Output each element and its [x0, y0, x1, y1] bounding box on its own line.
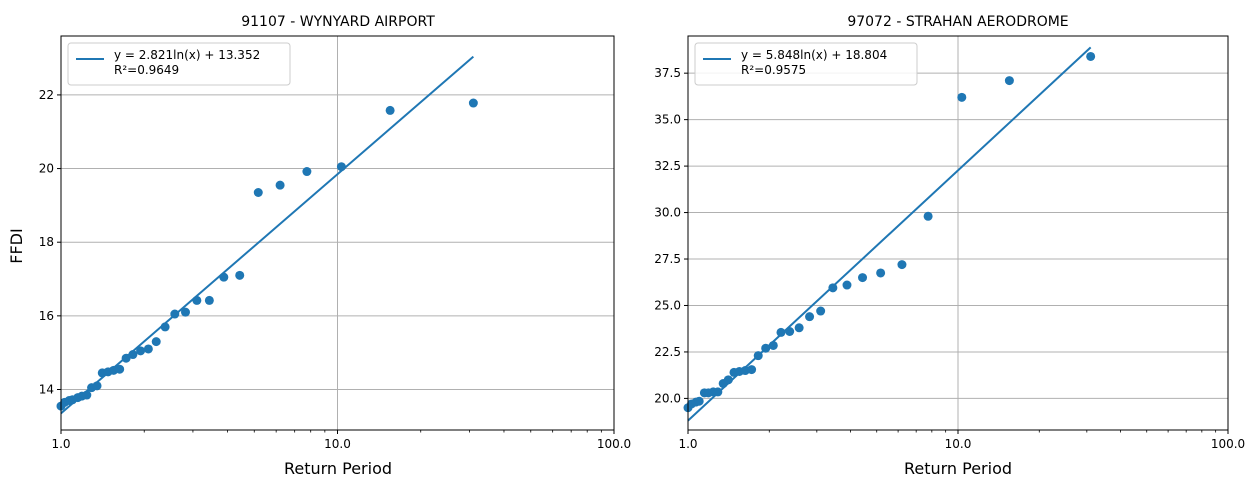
data-point: [160, 322, 170, 332]
x-tick-label: 10.0: [324, 437, 351, 451]
data-point: [468, 98, 478, 108]
plot-frame: [60, 35, 615, 431]
data-point: [957, 92, 967, 102]
data-point: [92, 381, 102, 391]
data-point: [794, 323, 804, 333]
data-point: [192, 295, 202, 305]
data-point: [115, 364, 125, 374]
data-point: [121, 353, 131, 363]
data-point: [219, 272, 229, 282]
y-tick-label: 14: [39, 382, 54, 396]
data-point: [180, 307, 190, 317]
y-tick-label: 32.5: [654, 159, 681, 173]
y-tick-label: 27.5: [654, 252, 681, 266]
data-point: [897, 260, 907, 270]
legend-box: [67, 42, 291, 86]
x-tick-label: 100.0: [1211, 437, 1245, 451]
legend-box: [694, 42, 918, 86]
y-tick-label: 20.0: [654, 391, 681, 405]
data-point: [235, 270, 245, 280]
chart-wynyard-airport: 91107 - WYNYARD AIRPORT Return Period FF…: [7, 14, 631, 477]
y-tick-label: 30.0: [654, 206, 681, 220]
data-point: [1086, 51, 1096, 61]
data-point: [170, 309, 180, 319]
x-tick-label: 10.0: [945, 437, 972, 451]
data-point: [768, 340, 778, 350]
y-tick-label: 16: [39, 309, 54, 323]
legend-r-squared: R²=0.9649: [114, 63, 179, 77]
data-point: [816, 306, 826, 316]
y-tick-label: 25.0: [654, 298, 681, 312]
data-point: [694, 396, 704, 406]
data-point: [761, 343, 771, 353]
data-point: [858, 273, 868, 283]
data-point: [151, 337, 161, 347]
data-point: [753, 351, 763, 361]
chart-strahan-aerodrome: 97072 - STRAHAN AERODROME Return Period …: [654, 14, 1245, 477]
data-point: [302, 167, 312, 177]
y-tick-label: 18: [39, 235, 54, 249]
data-point: [747, 365, 757, 375]
data-point: [828, 283, 838, 293]
y-axis-label: FFDI: [7, 228, 26, 263]
data-point: [776, 327, 786, 337]
data-point: [143, 344, 153, 354]
x-tick-label: 1.0: [678, 437, 697, 451]
data-point: [785, 327, 795, 336]
data-point: [253, 187, 263, 197]
data-point: [805, 312, 815, 322]
y-tick-label: 22.5: [654, 345, 681, 359]
y-tick-label: 35.0: [654, 113, 681, 127]
data-point: [923, 211, 933, 221]
plot-frame: [687, 35, 1229, 431]
x-tick-label: 100.0: [597, 437, 631, 451]
data-point: [82, 390, 92, 400]
data-point: [204, 295, 214, 305]
legend-equation: y = 5.848ln(x) + 18.804: [741, 48, 887, 62]
data-point: [876, 268, 886, 278]
data-point: [336, 162, 346, 172]
data-point: [713, 387, 723, 397]
legend-equation: y = 2.821ln(x) + 13.352: [114, 48, 260, 62]
chart-title: 97072 - STRAHAN AERODROME: [847, 14, 1068, 30]
data-point: [128, 350, 138, 360]
x-tick-label: 1.0: [51, 437, 70, 451]
data-point: [136, 346, 146, 356]
data-point: [385, 105, 395, 115]
data-point: [723, 375, 733, 385]
y-tick-label: 22: [39, 88, 54, 102]
chart-title: 91107 - WYNYARD AIRPORT: [241, 14, 435, 30]
data-point: [842, 280, 852, 290]
legend-r-squared: R²=0.9575: [741, 63, 806, 77]
x-axis-label: Return Period: [284, 459, 392, 477]
data-point: [1004, 76, 1014, 86]
fit-line: [687, 46, 1092, 422]
x-axis-label: Return Period: [904, 459, 1012, 477]
y-tick-label: 37.5: [654, 66, 681, 80]
data-point: [275, 180, 285, 190]
y-tick-label: 20: [39, 162, 54, 176]
